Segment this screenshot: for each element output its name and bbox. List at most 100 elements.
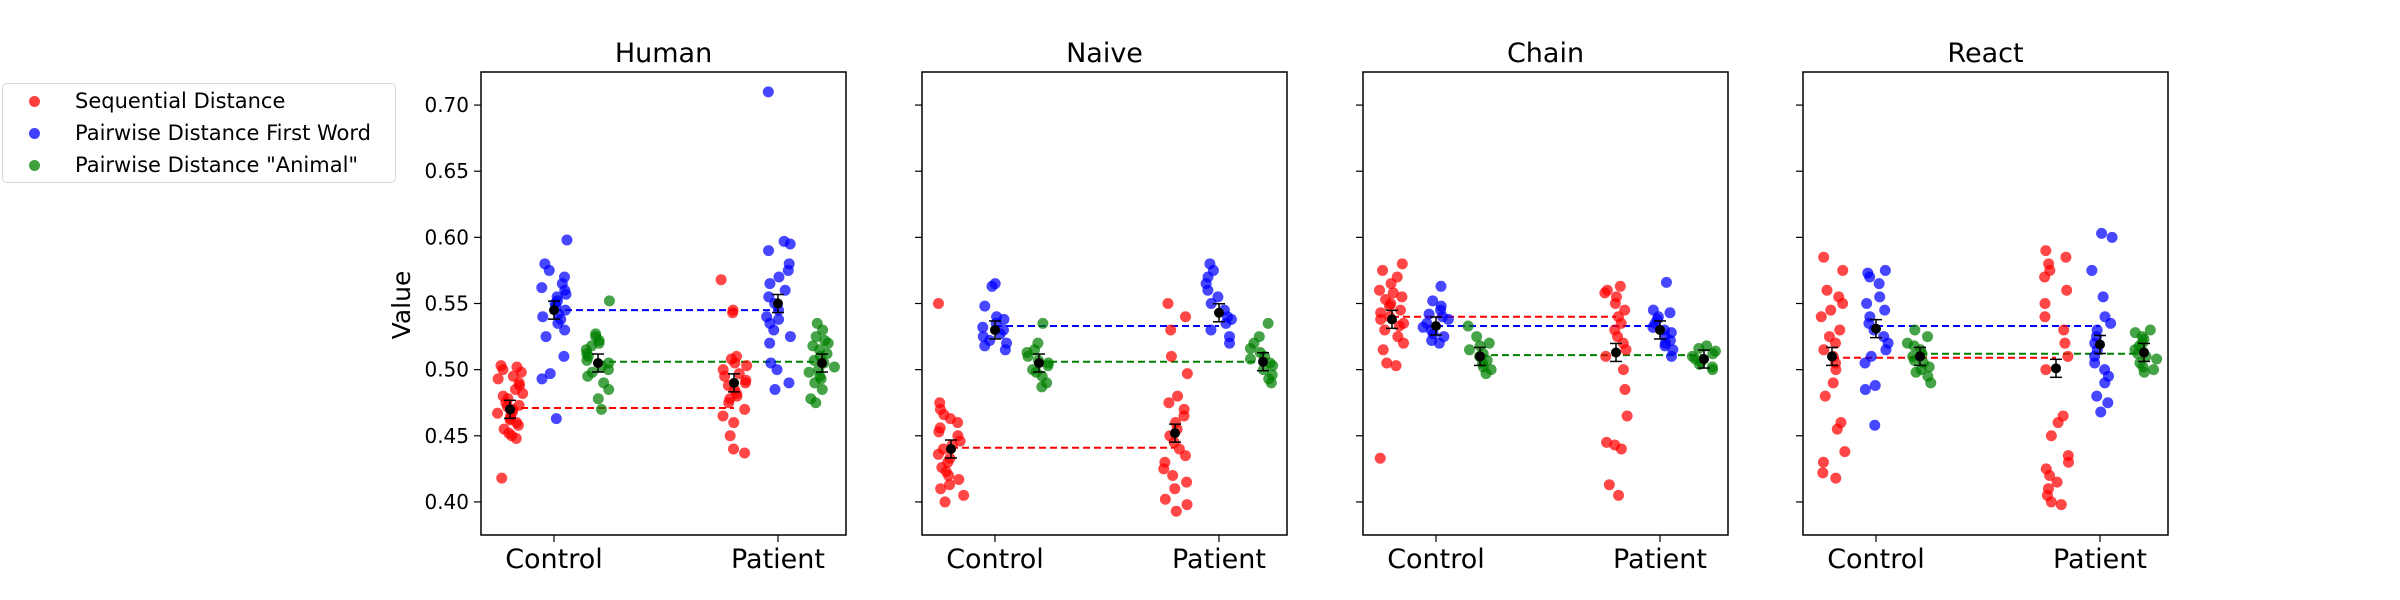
data-point bbox=[1435, 280, 1447, 292]
data-point bbox=[492, 373, 504, 385]
data-point bbox=[939, 496, 951, 508]
y-tick-label: 0.60 bbox=[424, 225, 469, 249]
data-point bbox=[1224, 331, 1236, 343]
data-point bbox=[2151, 353, 2163, 365]
panel-title: Human bbox=[615, 38, 712, 69]
data-point bbox=[934, 397, 946, 409]
legend-marker-green bbox=[29, 159, 40, 171]
data-point bbox=[495, 360, 507, 372]
data-point bbox=[1647, 304, 1659, 316]
panel-title: React bbox=[1947, 38, 2023, 69]
panels: Human 0.40 0.45 0.50 0.55 0.60 0.65 0.70 Control… bbox=[424, 38, 2169, 575]
panel-chain: Chain Control Patient bbox=[1356, 38, 1729, 575]
data-point bbox=[1421, 317, 1433, 329]
data-point bbox=[2051, 476, 2063, 488]
data-point bbox=[764, 337, 776, 349]
data-point bbox=[1869, 419, 1881, 431]
data-point bbox=[592, 393, 604, 405]
data-point bbox=[2040, 463, 2052, 475]
data-point bbox=[739, 447, 751, 459]
data-point bbox=[1159, 456, 1171, 468]
data-point bbox=[2129, 327, 2141, 339]
y-tick-label: 0.55 bbox=[424, 292, 469, 316]
data-point bbox=[1817, 467, 1829, 479]
data-point bbox=[1387, 287, 1399, 299]
data-point bbox=[1865, 350, 1877, 362]
data-point bbox=[2062, 350, 2074, 362]
data-point bbox=[1381, 357, 1393, 369]
data-point bbox=[2102, 397, 2114, 409]
data-point bbox=[2043, 258, 2055, 270]
data-point bbox=[773, 271, 785, 283]
mean-marker bbox=[729, 377, 739, 388]
data-point bbox=[1835, 417, 1847, 429]
plot-frame bbox=[921, 71, 1288, 536]
data-point bbox=[953, 473, 965, 485]
data-point bbox=[1394, 304, 1406, 316]
data-point bbox=[1205, 324, 1217, 336]
data-point bbox=[603, 295, 615, 307]
y-tick-label: 0.40 bbox=[424, 490, 469, 514]
data-point bbox=[1621, 410, 1633, 422]
data-point bbox=[561, 234, 573, 246]
data-point bbox=[1253, 331, 1265, 343]
data-point bbox=[2106, 231, 2118, 243]
data-point bbox=[496, 472, 508, 484]
y-tick-label: 0.70 bbox=[424, 93, 469, 117]
legend-label: Sequential Distance bbox=[75, 89, 286, 113]
data-point bbox=[2055, 499, 2067, 511]
data-point bbox=[1379, 324, 1391, 336]
mean-marker bbox=[1034, 358, 1044, 369]
mean-marker bbox=[773, 298, 783, 309]
mean-marker bbox=[549, 305, 559, 316]
data-point bbox=[1664, 307, 1676, 319]
x-tick-label: Patient bbox=[1613, 544, 1707, 575]
data-point bbox=[595, 403, 607, 415]
data-point bbox=[979, 300, 991, 312]
data-point bbox=[1619, 304, 1631, 316]
data-point bbox=[1862, 267, 1874, 279]
data-point bbox=[977, 321, 989, 333]
data-point bbox=[540, 331, 552, 343]
mean-marker bbox=[505, 404, 515, 415]
data-point bbox=[1483, 337, 1495, 349]
data-point bbox=[828, 361, 840, 373]
data-point bbox=[1701, 340, 1713, 352]
mean-marker bbox=[1475, 351, 1485, 362]
x-tick-label: Patient bbox=[2053, 544, 2147, 575]
data-point bbox=[539, 258, 551, 270]
data-point bbox=[1392, 331, 1404, 343]
data-point bbox=[728, 443, 740, 455]
data-point bbox=[783, 377, 795, 389]
legend-marker-blue bbox=[29, 127, 40, 139]
data-point bbox=[763, 291, 775, 303]
data-point bbox=[1159, 493, 1171, 505]
data-point bbox=[1169, 483, 1181, 495]
data-point bbox=[1861, 298, 1873, 309]
data-point bbox=[761, 311, 773, 323]
panel-react: React Control Patient bbox=[1796, 38, 2169, 575]
y-tick-label: 0.45 bbox=[424, 424, 469, 448]
x-tick-label: Control bbox=[1827, 544, 1925, 575]
data-point bbox=[1374, 284, 1386, 296]
data-point bbox=[1706, 361, 1718, 373]
data-point bbox=[1212, 291, 1224, 303]
data-point bbox=[1001, 337, 1013, 349]
data-point bbox=[1878, 331, 1890, 343]
plot-frame bbox=[1362, 71, 1729, 536]
mean-marker bbox=[1431, 320, 1441, 331]
data-point bbox=[1709, 345, 1721, 357]
data-point bbox=[2039, 298, 2051, 309]
data-point bbox=[778, 235, 790, 247]
data-point bbox=[731, 350, 743, 362]
data-point bbox=[773, 313, 785, 325]
data-point bbox=[1617, 364, 1629, 376]
data-point bbox=[1380, 294, 1392, 306]
data-point bbox=[1874, 291, 1886, 303]
data-point bbox=[1167, 469, 1179, 481]
data-point bbox=[511, 361, 523, 373]
data-point bbox=[1600, 350, 1612, 362]
data-point bbox=[1817, 456, 1829, 468]
mean-marker bbox=[1699, 354, 1709, 365]
data-point bbox=[1901, 337, 1913, 349]
